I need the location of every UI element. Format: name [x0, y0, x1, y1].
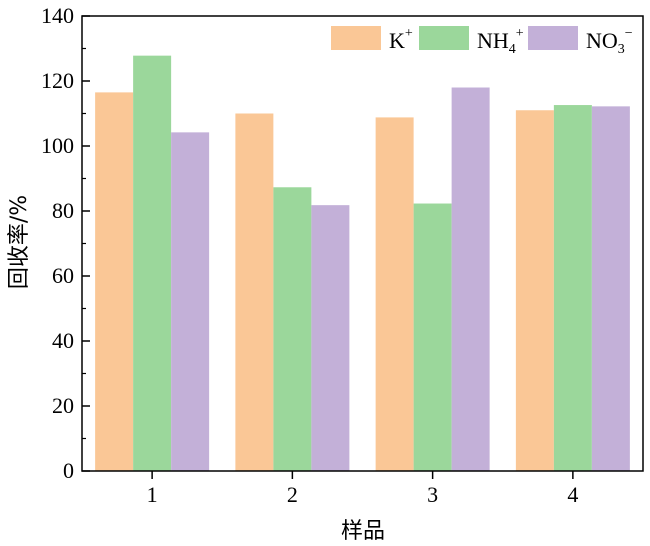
bar-series3-3 — [451, 87, 490, 471]
y-tick-label: 40 — [52, 328, 74, 353]
bar-series1-1 — [95, 92, 134, 471]
bar-series3-4 — [591, 106, 630, 471]
y-tick-label: 140 — [41, 3, 74, 28]
bar-series2-3 — [413, 203, 452, 471]
x-axis-title: 样品 — [341, 519, 385, 544]
y-tick-label: 60 — [52, 263, 74, 288]
legend-swatch-series3 — [528, 26, 578, 50]
bar-series2-2 — [273, 187, 312, 471]
x-tick-label: 4 — [567, 482, 578, 507]
axes-layer: 0 20 40 60 80 100 120 140 1 2 3 4 — [41, 3, 644, 507]
bar-series3-2 — [311, 205, 350, 471]
bar-series1-2 — [235, 113, 274, 471]
x-tick-label: 2 — [287, 482, 298, 507]
bar-series2-1 — [133, 55, 172, 472]
bar-series3-1 — [171, 132, 210, 471]
y-tick-label: 120 — [41, 68, 74, 93]
bar-series1-3 — [375, 117, 414, 472]
y-tick-label: 0 — [63, 458, 74, 483]
x-tick-label: 3 — [427, 482, 438, 507]
bar-series2-4 — [553, 105, 592, 472]
y-axis-title: 回收率/% — [7, 195, 32, 289]
legend-swatch-series2 — [419, 26, 469, 50]
bar-series1-4 — [515, 110, 554, 471]
x-tick-label: 1 — [147, 482, 158, 507]
y-tick-label: 20 — [52, 393, 74, 418]
legend-swatch-series1 — [331, 26, 381, 50]
bars-layer — [95, 55, 630, 472]
y-tick-label: 100 — [41, 133, 74, 158]
y-tick-label: 80 — [52, 198, 74, 223]
